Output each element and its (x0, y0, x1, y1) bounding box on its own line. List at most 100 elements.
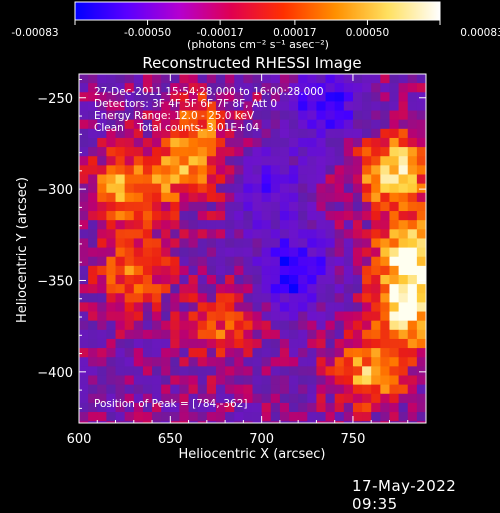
heatmap-cell (398, 366, 409, 377)
heatmap-cell (279, 357, 290, 367)
heatmap-cell (179, 274, 190, 285)
heatmap-cell (133, 375, 144, 386)
footer-date: 17-May-2022 09:35 (352, 477, 457, 513)
heatmap-cell (298, 192, 308, 203)
heatmap-cell (407, 320, 418, 331)
heatmap-cell (133, 92, 144, 103)
heatmap-cell (380, 92, 391, 103)
heatmap-cell (252, 412, 263, 422)
heatmap-cell (362, 101, 372, 112)
heatmap-cell (225, 320, 235, 331)
heatmap-cell (289, 366, 299, 377)
heatmap-cell (234, 329, 244, 340)
heatmap-cell (188, 274, 199, 285)
heatmap-cell (252, 402, 263, 413)
heatmap-cell (416, 320, 426, 331)
heatmap-cell (343, 137, 354, 148)
heatmap-cell (352, 137, 363, 148)
heatmap-cell (316, 192, 327, 203)
heatmap-cell (215, 147, 226, 157)
heatmap-cell (252, 329, 263, 340)
heatmap-cell (106, 110, 117, 121)
heatmap-cell (261, 137, 272, 148)
heatmap-cell (380, 83, 391, 93)
heatmap-cell (197, 183, 208, 194)
heatmap-cell (289, 174, 299, 185)
heatmap-cell (88, 357, 98, 367)
heatmap-cell (389, 375, 400, 386)
heatmap-cell (225, 201, 235, 212)
heatmap-cell (252, 137, 263, 148)
heatmap-cell (225, 165, 235, 176)
heatmap-cell (380, 220, 391, 230)
heatmap-cell (188, 165, 199, 176)
heatmap-cell (124, 83, 135, 93)
heatmap-cell (225, 274, 235, 285)
heatmap-cell (170, 192, 181, 203)
heatmap-cell (88, 329, 98, 340)
heatmap-cell (252, 302, 263, 313)
heatmap-cell (270, 183, 281, 194)
heatmap-cell (380, 320, 391, 331)
heatmap-cell (325, 128, 336, 139)
heatmap-cell (289, 137, 299, 148)
heatmap-cell (106, 302, 117, 313)
heatmap-cell (88, 165, 98, 176)
heatmap-cell (352, 119, 363, 130)
heatmap-cell (352, 201, 363, 212)
heatmap-cell (298, 229, 308, 240)
heatmap-cell (115, 128, 126, 139)
heatmap-cell (161, 293, 171, 304)
x-tick-label: 750 (341, 432, 366, 447)
heatmap-cell (252, 147, 263, 157)
heatmap-cell (206, 83, 217, 93)
heatmap-cell (270, 320, 281, 331)
heatmap-cell (234, 147, 244, 157)
heatmap-cell (398, 293, 409, 304)
heatmap-cell (133, 311, 144, 322)
heatmap-cell (270, 421, 281, 423)
heatmap-cell (325, 384, 336, 395)
heatmap-cell (389, 74, 400, 84)
heatmap-cell (88, 101, 98, 112)
heatmap-cell (161, 302, 171, 313)
heatmap-cell (188, 110, 199, 121)
heatmap-cell (389, 147, 400, 157)
heatmap-cell (307, 284, 318, 294)
heatmap-cell (133, 211, 144, 221)
heatmap-cell (106, 83, 117, 93)
heatmap-cell (407, 421, 418, 423)
heatmap-cell (261, 302, 272, 313)
heatmap-cell (97, 220, 107, 230)
heatmap-cell (298, 211, 308, 221)
heatmap-cell (234, 220, 244, 230)
heatmap-cell (179, 338, 190, 349)
heatmap-cell (206, 329, 217, 340)
heatmap-cell (152, 302, 162, 313)
heatmap-cell (334, 229, 345, 240)
heatmap-cell (142, 165, 153, 176)
heatmap-cell (170, 74, 181, 84)
heatmap-cell (152, 393, 162, 404)
heatmap-cell (371, 247, 381, 258)
heatmap-cell (343, 83, 354, 93)
heatmap-cell (234, 192, 244, 203)
heatmap-cell (261, 247, 272, 258)
heatmap-cell (88, 311, 98, 322)
heatmap-cell (325, 92, 336, 103)
heatmap-cell (142, 320, 153, 331)
heatmap-cell (261, 274, 272, 285)
heatmap-cell (389, 329, 400, 340)
heatmap-cell (234, 101, 244, 112)
heatmap-cell (325, 311, 336, 322)
heatmap-cell (416, 284, 426, 294)
heatmap-cell (416, 265, 426, 276)
heatmap-cell (371, 229, 381, 240)
heatmap-cell (362, 421, 372, 423)
heatmap-cell (325, 211, 336, 221)
heatmap-cell (407, 238, 418, 249)
heatmap-cell (407, 375, 418, 386)
heatmap-cell (106, 119, 117, 130)
heatmap-cell (161, 311, 171, 322)
heatmap-cell (79, 311, 89, 322)
